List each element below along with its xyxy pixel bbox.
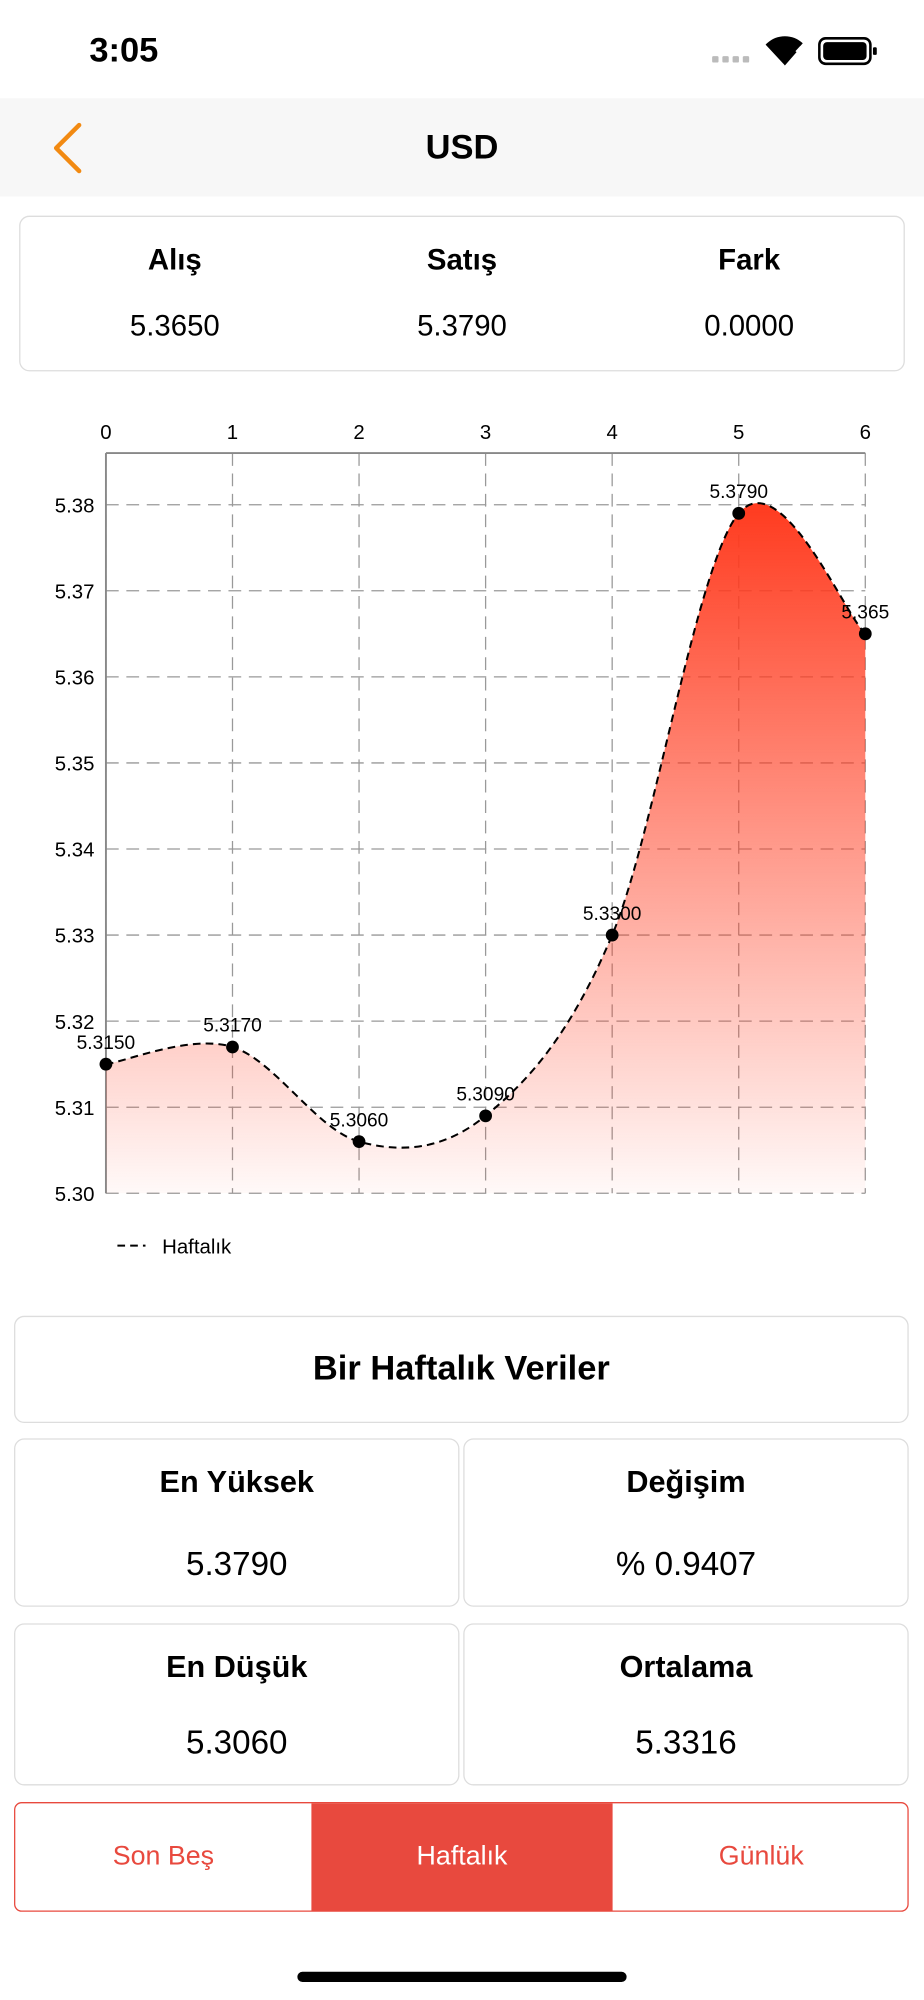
- value-label: 5.3150: [77, 1033, 136, 1054]
- stat-card: Ortalama 5.3316: [463, 1623, 909, 1786]
- y-tick-label: 5.35: [55, 754, 95, 776]
- summary-label: Alış: [147, 242, 202, 276]
- point: [732, 506, 746, 520]
- tab[interactable]: Günlük: [718, 1841, 804, 1871]
- weekly-title-card: Bir Haftalık Veriler: [14, 1315, 909, 1424]
- stat-value: 5.3060: [185, 1722, 288, 1762]
- value-label: 5.3300: [583, 904, 642, 925]
- summary-value: 5.3650: [129, 308, 220, 343]
- y-tick-label: 5.37: [55, 581, 95, 603]
- x-tick-label: 6: [860, 422, 871, 444]
- legend-label: Haftalık: [162, 1236, 232, 1258]
- y-tick-label: 5.30: [55, 1184, 95, 1206]
- value-label: 5.3790: [709, 482, 768, 503]
- x-tick-label: 4: [606, 422, 617, 444]
- x-tick-label: 0: [100, 422, 111, 444]
- y-tick-label: 5.34: [55, 840, 95, 862]
- stat-label: Değişim: [626, 1465, 746, 1500]
- y-tick-label: 5.32: [55, 1012, 95, 1034]
- y-tick-label: 5.38: [55, 495, 95, 517]
- home-indicator: [297, 1971, 627, 1983]
- x-tick-label: 1: [227, 422, 238, 444]
- summary-label: Fark: [718, 242, 781, 276]
- y-tick-label: 5.31: [55, 1098, 95, 1120]
- line: [105, 502, 867, 1149]
- x-tick-label: 2: [353, 422, 364, 444]
- nav-bar: [0, 98, 924, 197]
- value-label: 5.3170: [203, 1016, 262, 1037]
- stat-label: Ortalama: [619, 1650, 753, 1685]
- summary-value: 5.3790: [417, 308, 507, 343]
- chart: 0 1 2 3 4 5 6 5.30 5.31 5.32 5.33 5.34 5.35 5.36 5.37 5…: [55, 422, 889, 1258]
- x-tick-label: 5: [733, 422, 744, 444]
- area: [105, 503, 866, 1194]
- stat-value: 5.3316: [635, 1722, 737, 1762]
- point: [605, 928, 619, 942]
- back-button[interactable]: [48, 120, 86, 176]
- stat-value: % 0.9407: [615, 1544, 757, 1583]
- y-tick-label: 5.36: [55, 668, 95, 690]
- stat-card: En Düşük 5.3060: [14, 1623, 460, 1786]
- value-label: 5.3090: [456, 1085, 515, 1106]
- point: [479, 1109, 492, 1123]
- weekly-title: Bir Haftalık Veriler: [312, 1348, 610, 1388]
- stat-label: En Yüksek: [159, 1465, 314, 1500]
- summary-value: 0.0000: [704, 308, 795, 343]
- point: [226, 1040, 239, 1054]
- point: [352, 1135, 366, 1149]
- summary-label: Satış: [426, 242, 498, 276]
- summary-card: [19, 215, 905, 372]
- x-tick-label: 3: [480, 422, 491, 444]
- tab[interactable]: Son Beş: [112, 1841, 215, 1871]
- point: [858, 627, 872, 641]
- nav-title: USD: [425, 127, 499, 166]
- stat-card: En Yüksek 5.3790: [14, 1438, 460, 1607]
- stat-value: 5.3790: [185, 1544, 288, 1583]
- stat-card: Değişim % 0.9407: [463, 1438, 909, 1607]
- segmented-control: Son Beş Haftalık Günlük: [14, 1802, 909, 1912]
- status-time: 3:05: [89, 30, 159, 69]
- stat-label: En Düşük: [166, 1650, 308, 1685]
- y-tick-label: 5.33: [55, 926, 95, 948]
- status-icons: [712, 36, 877, 66]
- tab[interactable]: Haftalık: [311, 1803, 613, 1911]
- value-label: 5.365: [841, 603, 889, 624]
- point: [99, 1057, 113, 1071]
- value-label: 5.3060: [330, 1110, 389, 1131]
